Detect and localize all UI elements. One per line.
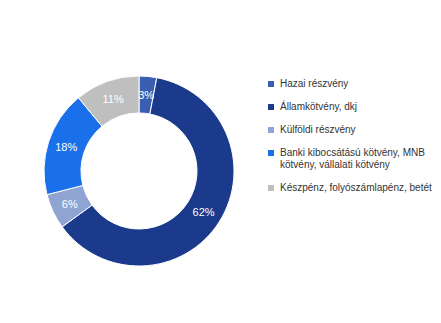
html-text:Államkötvény, dkj: Államkötvény, dkj [280,101,358,112]
html-text:Hazai részvény: Hazai részvény [280,78,349,89]
html-text:Külföldi részvény: Külföldi részvény [280,124,356,135]
html-text:Banki kibocsátású kötvény, MNB: Banki kibocsátású kötvény, MNB kötvény, … [280,147,425,170]
svg-text:11%: 11% [102,93,123,105]
svg-text:3%: 3% [138,89,154,101]
svg-text:18%: 18% [55,141,77,153]
svg-text:6%: 6% [62,198,78,210]
svg-text:62%: 62% [193,206,215,218]
html-text:Készpénz, folyószámlapénz, bet: Készpénz, folyószámlapénz, betét [280,182,432,193]
